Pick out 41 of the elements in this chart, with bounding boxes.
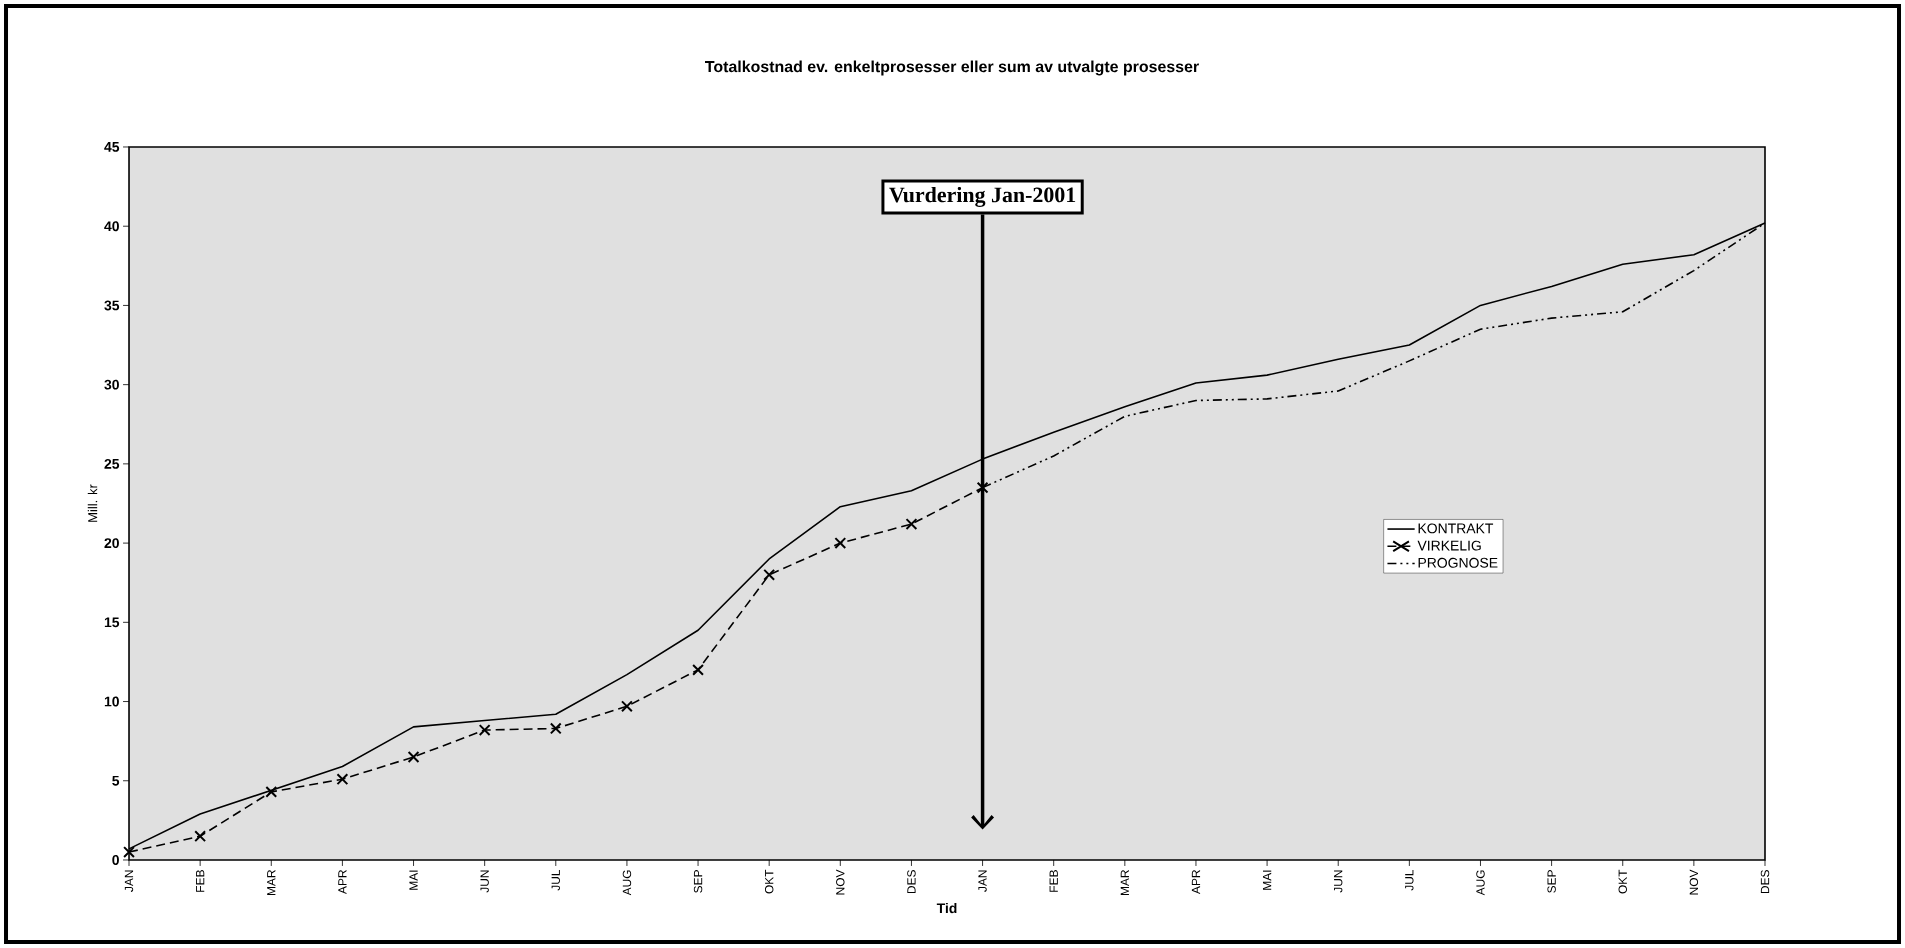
y-tick-label: 40: [104, 221, 119, 232]
y-tick-label: 35: [104, 300, 120, 311]
x-tick-label: JUL: [551, 869, 560, 891]
y-tick-label: 15: [104, 617, 120, 628]
x-tick-label: JAN: [124, 870, 134, 892]
y-tick-label: 5: [112, 775, 120, 786]
y-tick-label: 10: [104, 696, 119, 707]
x-tick-label: OKT: [764, 869, 774, 894]
x-tick-label: OKT: [1618, 869, 1627, 894]
legend-label: KONTRAKT: [1418, 523, 1494, 534]
x-tick-label: APR: [1191, 870, 1201, 895]
x-tick-label: JAN: [978, 870, 987, 892]
x-axis-title: Tid: [936, 902, 957, 914]
x-tick-label: MAR: [267, 870, 276, 896]
x-tick-label: APR: [338, 870, 347, 895]
x-tick-label: MAI: [409, 870, 418, 890]
x-tick-label: MAI: [1262, 870, 1272, 890]
x-tick-label: DES: [1760, 870, 1770, 894]
y-tick-label: 45: [104, 142, 120, 152]
x-tick-label: SEP: [1547, 870, 1556, 893]
x-tick-label: JUN: [480, 870, 489, 893]
x-tick-label: NOV: [836, 869, 845, 895]
y-tick-label: 20: [104, 538, 119, 549]
y-tick-label: 0: [112, 855, 119, 865]
x-tick-label: AUG: [622, 870, 632, 896]
x-tick-label: DES: [907, 870, 916, 894]
y-tick-label: 30: [104, 379, 119, 390]
legend-label: PROGNOSE: [1418, 557, 1498, 568]
x-tick-label: AUG: [1476, 870, 1485, 896]
y-tick-label: 25: [104, 458, 120, 469]
x-tick-label: NOV: [1689, 869, 1699, 895]
x-tick-label: FEB: [1049, 870, 1058, 892]
x-tick-label: JUL: [1405, 869, 1414, 891]
x-tick-label: FEB: [196, 870, 205, 892]
legend-label: VIRKELIG: [1417, 540, 1481, 551]
x-tick-label: MAR: [1120, 870, 1129, 896]
y-axis-title: Mill. kr: [87, 484, 98, 522]
x-tick-label: JUN: [1334, 870, 1343, 893]
x-tick-label: SEP: [693, 870, 703, 893]
annotation: Vurdering Jan-2001: [889, 186, 1076, 207]
chart-title: Totalkostnad ev. enkeltprosesser eller sum av utvalgte prosesser: [705, 60, 1199, 76]
